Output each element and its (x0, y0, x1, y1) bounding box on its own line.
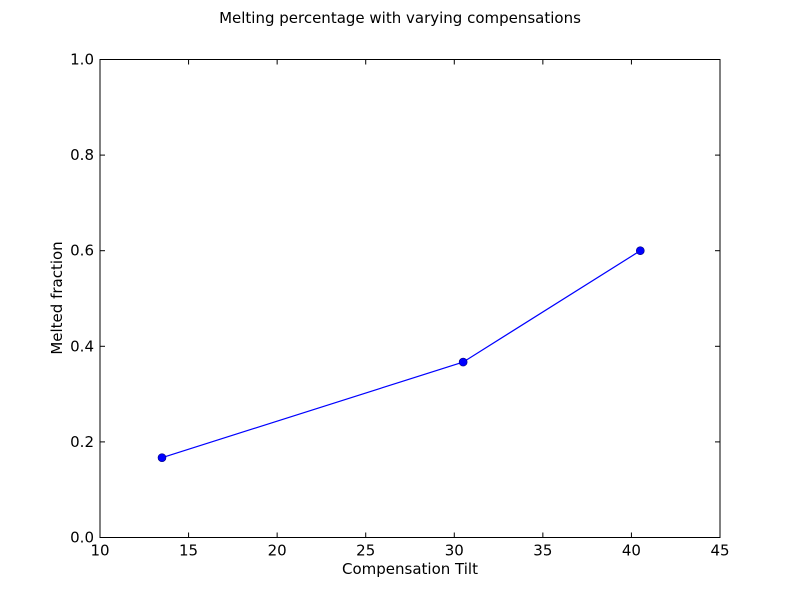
x-tick-label: 20 (268, 542, 287, 560)
y-tick-label: 0.6 (70, 242, 94, 260)
plot-frame (99, 59, 721, 538)
data-point (458, 357, 468, 367)
y-tick-label: 1.0 (70, 51, 94, 69)
y-tick-label: 0.2 (70, 433, 94, 451)
chart-title: Melting percentage with varying compensa… (219, 9, 581, 27)
x-axis: 10 15 20 25 30 35 40 45 (90, 59, 730, 560)
plot-area (157, 246, 645, 462)
data-point (157, 453, 167, 462)
x-tick-label: 40 (622, 542, 641, 560)
x-tick-label: 10 (90, 542, 109, 560)
x-axis-label: Compensation Tilt (342, 560, 478, 578)
x-tick-label: 45 (710, 542, 729, 560)
y-tick-label: 0.4 (70, 337, 94, 355)
x-tick-label: 25 (356, 542, 375, 560)
x-tick-label: 30 (445, 542, 464, 560)
x-tick-label: 15 (179, 542, 198, 560)
y-axis-label: Melted fraction (48, 241, 66, 354)
series-line (161, 250, 641, 459)
x-tick-label: 35 (533, 542, 552, 560)
y-axis: 0.0 0.2 0.4 0.6 0.8 1.0 (70, 51, 720, 547)
y-tick-label: 0.0 (70, 529, 94, 547)
data-point (635, 246, 645, 255)
y-tick-label: 0.8 (70, 146, 94, 164)
